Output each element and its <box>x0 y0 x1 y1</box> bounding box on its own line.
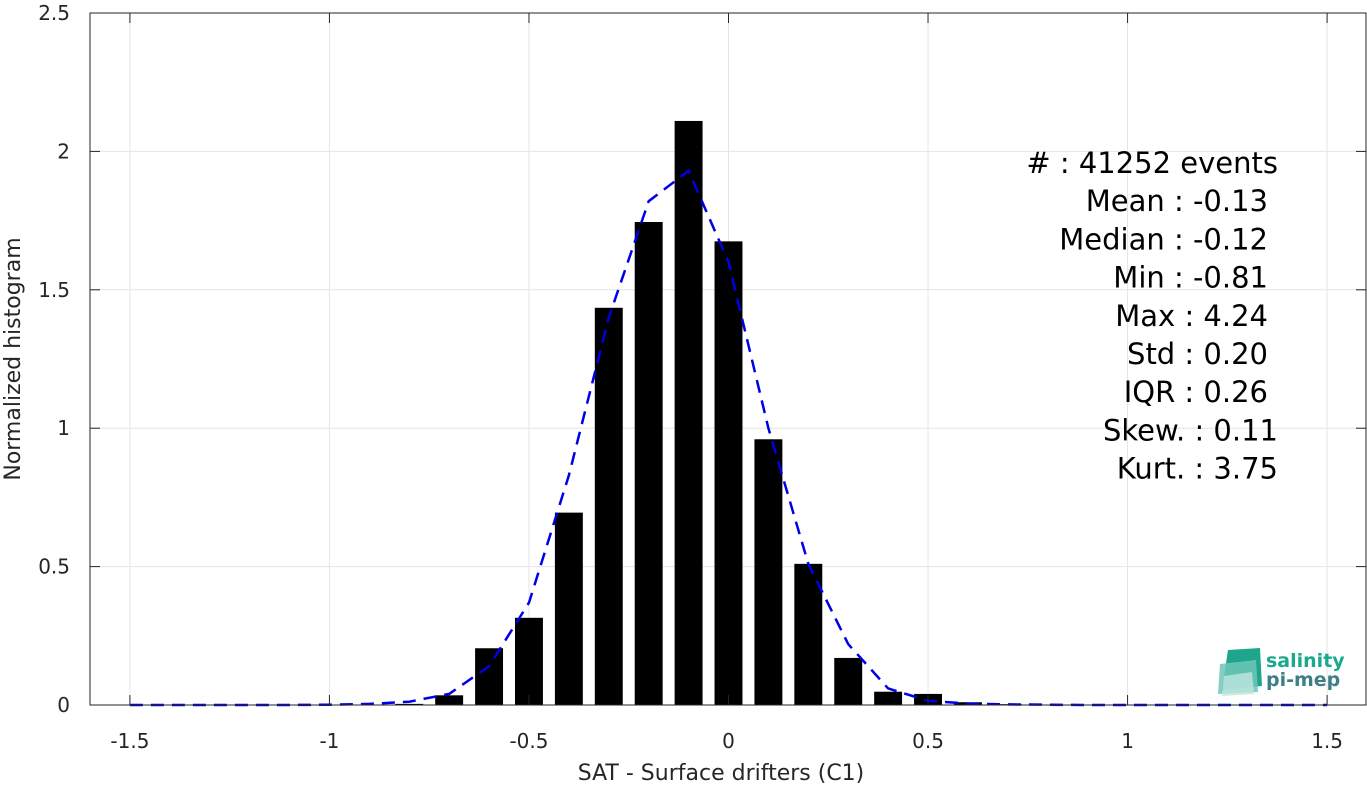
y-tick-label: 1 <box>57 416 70 440</box>
y-tick-label: 0 <box>57 693 70 717</box>
histogram-bar <box>594 307 623 705</box>
x-tick-label: -0.5 <box>509 729 548 753</box>
histogram-bars <box>395 120 1022 706</box>
histogram-bar <box>754 439 783 705</box>
y-tick-label: 2.5 <box>38 1 70 25</box>
y-tick-label: 2 <box>57 139 70 163</box>
stat-line: Std : 0.20 <box>1127 337 1268 371</box>
stat-line: Kurt. : 3.75 <box>1117 452 1278 486</box>
stat-line: Mean : -0.13 <box>1086 184 1268 218</box>
histogram-bar <box>395 703 424 705</box>
histogram-bar <box>874 691 903 705</box>
stat-line: Min : -0.81 <box>1113 261 1268 295</box>
y-axis-label: Normalized histogram <box>1 237 26 480</box>
stat-line: IQR : 0.26 <box>1124 375 1268 409</box>
histogram-bar <box>435 695 464 705</box>
axes-frame <box>89 12 1367 706</box>
stat-line: # : 41252 events <box>1026 146 1278 180</box>
histogram-bar <box>634 221 663 705</box>
logo-emblem-icon <box>1218 648 1262 696</box>
histogram-bar <box>554 512 583 705</box>
x-tick-label: -1.5 <box>110 729 149 753</box>
histogram-bar <box>515 617 543 705</box>
statistics-box: # : 41252 events Mean : -0.13 Median : -0.… <box>1026 146 1278 486</box>
histogram-bar <box>714 241 743 706</box>
logo-text-pi-mep: pi-mep <box>1266 669 1340 691</box>
stat-line: Max : 4.24 <box>1115 299 1268 333</box>
histogram-bar <box>674 120 703 705</box>
histogram-bar <box>475 648 504 705</box>
stat-line: Skew. : 0.11 <box>1103 413 1278 447</box>
y-tick-label: 0.5 <box>38 555 70 579</box>
x-tick-label: 0.5 <box>912 729 944 753</box>
x-tick-label: -1 <box>319 729 339 753</box>
histogram-bar <box>794 563 823 705</box>
x-axis-label: SAT - Surface drifters (C1) <box>578 761 865 785</box>
stat-line: Median : -0.12 <box>1059 222 1268 256</box>
y-tick-label: 1.5 <box>38 278 70 302</box>
logo-text-salinity: salinity <box>1266 650 1345 672</box>
salinity-pi-mep-logo: salinity pi-mep <box>1218 648 1345 696</box>
tick-labels: -1.5 -1 -0.5 0 0.5 1 1.5 0 0.5 1 1.5 2 2.5 <box>38 1 1343 753</box>
histogram-bar <box>834 657 863 705</box>
x-tick-label: 1.5 <box>1311 729 1343 753</box>
x-tick-label: 0 <box>722 729 735 753</box>
x-tick-label: 1 <box>1121 729 1134 753</box>
